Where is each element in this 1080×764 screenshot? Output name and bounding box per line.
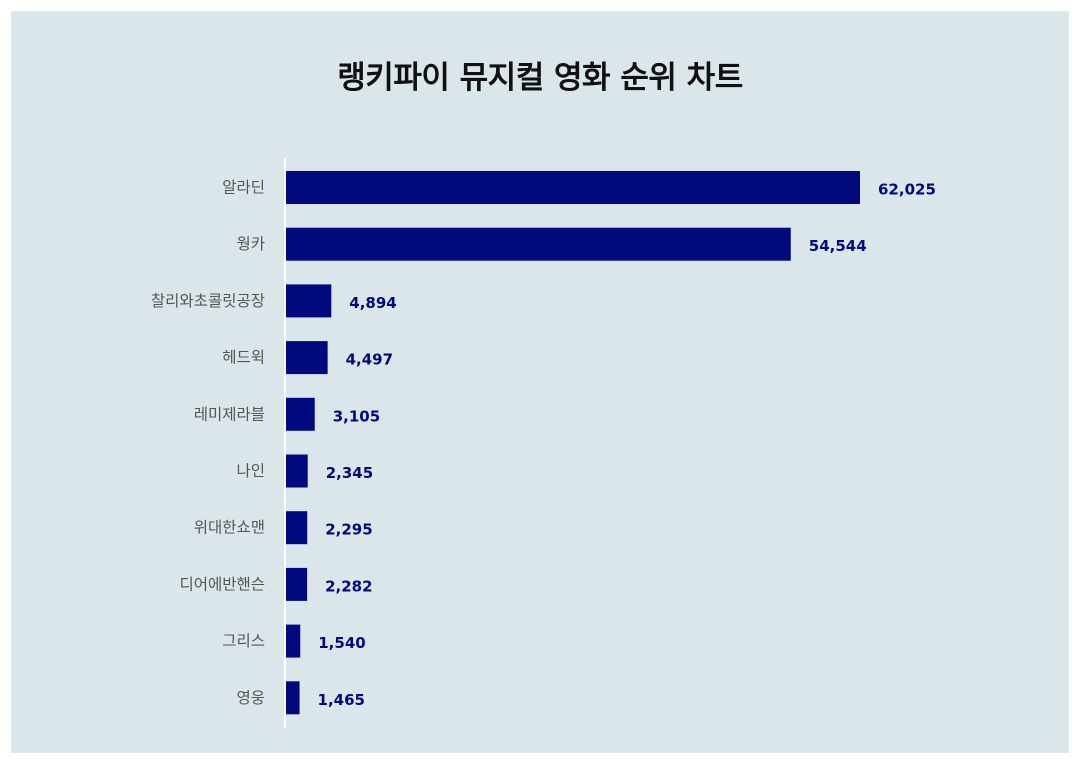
bar (286, 454, 308, 488)
category-label: 헤드윅 (222, 349, 265, 367)
category-label: 찰리와초콜릿공장 (151, 292, 265, 310)
value-label: 4,894 (349, 294, 396, 312)
bar (286, 567, 308, 601)
value-label: 62,025 (878, 181, 936, 199)
bar (286, 341, 328, 375)
category-label: 영웅 (236, 689, 265, 707)
category-label: 디어에반핸슨 (179, 575, 265, 593)
category-label: 레미제라블 (194, 405, 265, 423)
category-label: 알라딘 (222, 179, 265, 197)
value-label: 2,295 (325, 521, 372, 539)
value-label: 4,497 (346, 351, 393, 369)
bar (286, 511, 308, 545)
bar (286, 624, 301, 658)
bar (286, 284, 332, 318)
value-label: 1,540 (318, 634, 365, 652)
category-label: 그리스 (222, 632, 265, 650)
category-label: 위대한쇼맨 (194, 519, 265, 537)
bar (286, 397, 315, 431)
bar (286, 227, 791, 261)
value-label: 54,544 (809, 237, 867, 255)
value-label: 3,105 (333, 407, 380, 425)
value-label: 2,345 (326, 464, 373, 482)
value-label: 1,465 (318, 691, 365, 709)
category-label: 웡카 (236, 235, 265, 253)
chart-title: 랭키파이 뮤지컬 영화 순위 차트 (337, 60, 743, 96)
category-label: 나인 (236, 462, 265, 480)
value-label: 2,282 (325, 577, 372, 595)
bar (286, 681, 300, 715)
bar (286, 171, 860, 204)
chart-background (11, 11, 1069, 753)
